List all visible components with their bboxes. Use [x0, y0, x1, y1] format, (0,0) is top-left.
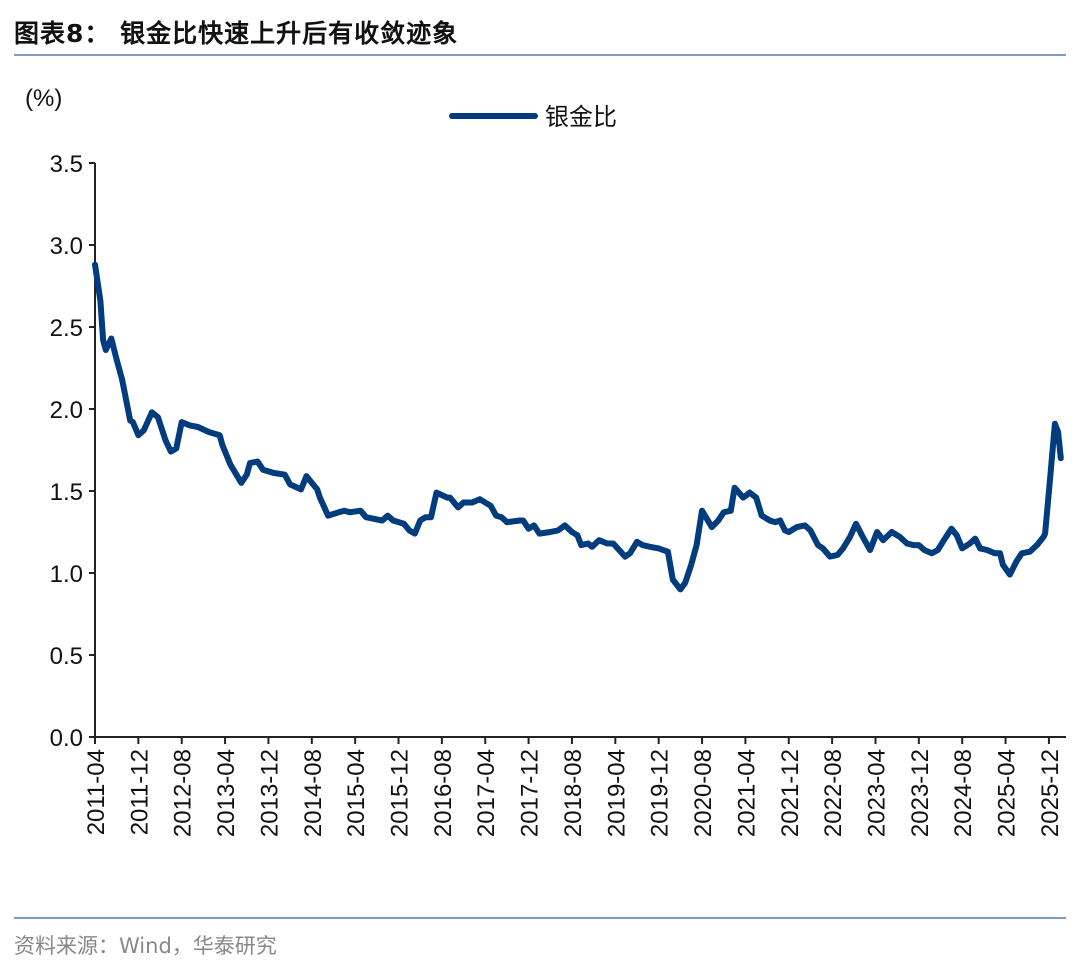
- x-tick-label: 2013-12: [256, 749, 283, 837]
- x-tick-label: 2019-04: [603, 749, 630, 837]
- x-tick-label: 2025-12: [1037, 749, 1064, 837]
- x-tick-label: 2025-04: [994, 749, 1021, 837]
- x-tick-label: 2020-08: [690, 749, 717, 837]
- x-tick-label: 2011-04: [83, 749, 110, 835]
- y-tick-label: 0.5: [50, 643, 83, 670]
- y-tick-label: 3.0: [50, 233, 83, 260]
- y-tick-label: 0.0: [50, 725, 83, 752]
- x-tick-label: 2022-08: [820, 749, 847, 837]
- footer-rule: [14, 917, 1066, 919]
- figure-title: 图表8： 银金比快速上升后有收敛迹象: [14, 19, 459, 48]
- x-tick-label: 2015-04: [343, 749, 370, 837]
- x-tick-label: 2017-12: [517, 749, 544, 837]
- source-note: 资料来源：Wind，华泰研究: [14, 934, 277, 958]
- x-tick-label: 2023-04: [863, 749, 890, 837]
- x-tick-label: 2024-08: [950, 749, 977, 837]
- y-tick-label: 3.5: [50, 151, 83, 178]
- y-axis-unit: (%): [25, 85, 62, 112]
- x-tick-label: 2021-12: [777, 749, 804, 837]
- y-tick-label: 2.0: [50, 397, 83, 424]
- y-tick-label: 2.5: [50, 315, 83, 342]
- x-tick-label: 2017-04: [473, 749, 500, 837]
- x-tick-label: 2021-04: [733, 749, 760, 837]
- x-tick-label: 2016-08: [430, 749, 457, 837]
- x-tick-label: 2015-12: [387, 749, 414, 837]
- y-tick-label: 1.0: [50, 561, 83, 588]
- x-tick-label: 2012-08: [170, 749, 197, 837]
- x-tick-label: 2014-08: [300, 749, 327, 837]
- x-tick-label: 2023-12: [907, 749, 934, 837]
- series-line-silver-gold-ratio: [92, 261, 1064, 593]
- title-rule: [14, 54, 1066, 56]
- y-tick-label: 1.5: [50, 479, 83, 506]
- x-tick-label: 2018-08: [560, 749, 587, 837]
- x-tick-label: 2019-12: [647, 749, 674, 837]
- x-tick-label: 2011-12: [126, 749, 153, 835]
- x-tick-label: 2013-04: [213, 749, 240, 837]
- legend: 银金比: [449, 104, 617, 131]
- legend-label: 银金比: [545, 104, 617, 131]
